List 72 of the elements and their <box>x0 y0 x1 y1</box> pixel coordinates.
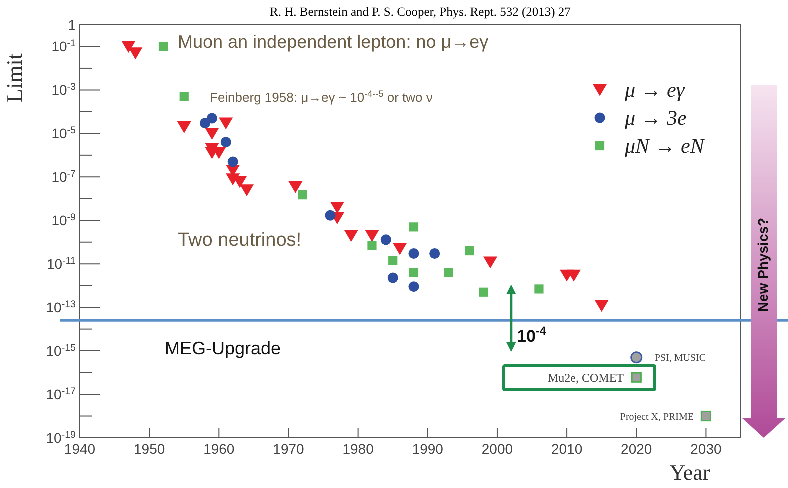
point <box>330 202 344 214</box>
annotation: PSI, MUSIC <box>654 353 706 364</box>
point <box>128 48 143 60</box>
point <box>631 372 642 383</box>
point <box>388 256 398 266</box>
y-tick-label: 10$^{-7}$ <box>52 168 76 186</box>
point <box>444 268 454 278</box>
legend-label: μ → eγ <box>624 78 686 102</box>
point <box>219 118 234 130</box>
annotation: Mu2e, COMET <box>548 371 625 385</box>
point <box>465 246 474 256</box>
point <box>409 222 419 232</box>
x-tick-label: 1940 <box>64 441 96 457</box>
annotation: Two neutrinos! <box>178 230 302 251</box>
point <box>158 42 168 52</box>
y-tick-label: 10$^{-3}$ <box>52 82 77 98</box>
x-tick-label: 1990 <box>412 441 444 457</box>
point <box>344 230 358 242</box>
point <box>206 113 218 124</box>
x-tick-label: 1960 <box>204 441 235 457</box>
y-tick-label: 10$^{-5}$ <box>52 125 77 142</box>
legend-label: μN → eN <box>624 134 706 158</box>
y-tick-label: 10$^{-11}$ <box>46 256 76 272</box>
point <box>594 300 609 312</box>
point <box>393 243 408 256</box>
y-tick-label: 10$^{-15}$ <box>46 342 77 360</box>
y-tick-label: 1 <box>68 17 76 33</box>
point <box>288 181 303 194</box>
point <box>430 248 440 259</box>
point <box>180 92 189 102</box>
point <box>228 156 238 168</box>
point <box>388 272 398 284</box>
x-tick-label: 1980 <box>342 441 374 457</box>
point <box>484 256 498 269</box>
point <box>122 41 136 54</box>
point <box>177 122 192 134</box>
y-axis-title: Limit <box>2 54 27 102</box>
x-tick-label: 2020 <box>621 441 652 457</box>
x-tick-label: 1970 <box>273 441 305 457</box>
point <box>408 282 420 292</box>
point <box>368 241 377 250</box>
point <box>325 210 336 221</box>
point <box>205 128 220 140</box>
y-tick-label: 10$^{-13}$ <box>46 299 77 316</box>
text: New Physics? <box>755 218 771 312</box>
point <box>630 352 643 364</box>
legend-label: μ → 3e <box>624 106 687 130</box>
ref-line-label: MEG-Upgrade <box>165 338 282 359</box>
point <box>298 190 308 200</box>
x-tick-label: 1950 <box>134 441 166 457</box>
x-tick-label: 2030 <box>690 441 722 457</box>
annotation: 10$^{-4}$ <box>517 324 547 346</box>
point <box>220 137 232 148</box>
chart-title: R. H. Bernstein and P. S. Cooper, Phys. Rept. 532 (2013) 27 <box>270 5 571 19</box>
y-tick-label: 10$^{-17}$ <box>46 386 76 403</box>
point <box>365 230 380 242</box>
annotation: Muon an independent lepton: no μ→eγ <box>178 32 489 52</box>
y-tick-label: 10$^{-1}$ <box>52 38 76 55</box>
x-axis-title: Year <box>670 460 711 485</box>
y-tick-label: 10$^{-9}$ <box>52 212 76 229</box>
point <box>409 268 419 278</box>
point <box>240 184 254 197</box>
annotation: Project X, PRIME <box>620 412 694 423</box>
x-tick-label: 2010 <box>551 441 583 457</box>
annotation: Feinberg 1958: μ→eγ ~ 10$^{-4--5}$ or two ν <box>210 89 433 105</box>
point <box>534 284 544 294</box>
point <box>408 248 420 259</box>
x-tick-label: 2000 <box>482 441 514 457</box>
point <box>380 234 392 246</box>
point <box>479 288 488 297</box>
point <box>567 270 582 282</box>
point <box>700 410 712 422</box>
